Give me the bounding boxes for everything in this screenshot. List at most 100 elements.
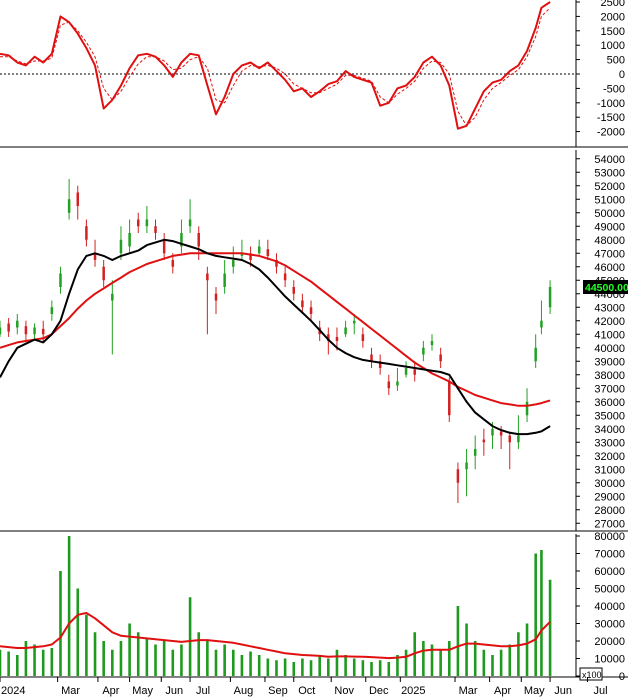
candle-body [283, 273, 287, 281]
y-tick-label: 39000 [594, 356, 625, 368]
y-tick-label: 27000 [594, 518, 625, 530]
y-tick-label: 30000 [594, 619, 625, 631]
y-tick-label: 47000 [594, 248, 625, 260]
y-tick-label: 46000 [594, 262, 625, 274]
candle-body [439, 354, 442, 362]
y-tick-label: 36000 [594, 397, 625, 409]
x-tick-label: Jun [165, 685, 183, 697]
y-tick-label: -2000 [597, 127, 625, 139]
y-tick-label: 40000 [594, 343, 625, 355]
x-tick-label: Mar [61, 685, 80, 697]
volume-bar [223, 644, 226, 676]
volume-bar [76, 588, 80, 676]
volume-bar [517, 632, 520, 676]
volume-bar [378, 660, 382, 676]
y-tick-label: 0 [619, 671, 625, 683]
y-tick-label: 43000 [594, 302, 625, 314]
volume-bar [85, 614, 88, 676]
volume-bar [283, 658, 287, 676]
y-tick-label: -1500 [597, 112, 625, 124]
volume-bar [499, 649, 503, 676]
candle-body [534, 347, 537, 362]
volume-bar [292, 662, 296, 676]
candle-body [430, 341, 434, 346]
candle-body [361, 334, 365, 341]
y-tick-label: 38000 [594, 370, 625, 382]
volume-bar [7, 651, 10, 676]
volume-bar [67, 536, 71, 676]
y-tick-label: 50000 [594, 208, 625, 220]
y-tick-label: 35000 [594, 410, 625, 422]
candle-body [67, 199, 71, 213]
candle-body [396, 381, 399, 386]
candle-body [508, 435, 512, 443]
y-tick-label: 80000 [594, 531, 625, 543]
volume-bar [24, 641, 28, 676]
candle-body [197, 233, 200, 247]
volume-bar [456, 606, 460, 676]
volume-scale-label: x100 [582, 670, 602, 680]
candle-body [162, 239, 166, 254]
x-tick-label: Apr [494, 685, 511, 697]
y-tick-label: 1500 [601, 26, 625, 38]
candle-body [517, 435, 520, 443]
y-tick-label: 1000 [601, 40, 625, 52]
candle-body [344, 327, 347, 335]
x-tick-label: Sep [268, 685, 288, 697]
candle-body [465, 462, 468, 470]
candle-body [50, 307, 54, 314]
volume-bar [309, 660, 313, 676]
volume-bar [344, 655, 347, 676]
volume-bar [508, 644, 512, 676]
y-tick-label: 54000 [594, 154, 625, 166]
y-tick-label: 0 [619, 69, 625, 81]
volume-bar [188, 597, 192, 676]
candle-body [24, 326, 28, 335]
x-tick-label: 2025 [401, 685, 425, 697]
y-tick-label: 500 [607, 55, 625, 67]
volume-bar [361, 660, 365, 676]
volume-bar [534, 553, 537, 676]
volume-panel: 80000 70000 60000 50000 40000 30000 20000 10000… [0, 531, 628, 683]
candle-body [41, 328, 45, 335]
volume-bar [352, 658, 356, 676]
volume-bar [102, 641, 105, 676]
candle-body [525, 401, 529, 416]
volume-bar [430, 644, 434, 676]
candle-body [473, 449, 477, 456]
volume-bar [231, 649, 235, 676]
candle-body [275, 260, 278, 267]
candle-body [33, 327, 36, 335]
volume-bar [404, 649, 408, 676]
x-tick-label: Jul [593, 685, 607, 697]
candle-body [119, 239, 123, 254]
y-tick-label: 32000 [594, 451, 625, 463]
candle-body [378, 361, 382, 368]
candle-body [145, 219, 149, 227]
volume-bar [422, 641, 425, 676]
y-tick-label: 52000 [594, 181, 625, 193]
y-tick-label: 34000 [594, 424, 625, 436]
candle-body [7, 323, 10, 332]
candle-body [59, 273, 62, 287]
y-tick-label: 2000 [601, 11, 625, 23]
candle-body [249, 253, 252, 260]
y-tick-label: -500 [603, 83, 625, 95]
x-tick-label: Nov [334, 685, 354, 697]
volume-bar [482, 649, 486, 676]
oscillator-line [0, 1, 551, 130]
y-tick-label: 50000 [594, 584, 625, 596]
y-tick-label: 10000 [594, 654, 625, 666]
volume-bar [240, 655, 244, 676]
volume-bar [370, 662, 373, 676]
volume-bar [387, 662, 391, 676]
volume-bar [41, 649, 45, 676]
volume-bar [266, 658, 270, 676]
last-price-badge [583, 280, 628, 294]
volume-bar [33, 644, 36, 676]
y-tick-label: 40000 [594, 601, 625, 613]
volume-bar [145, 637, 149, 676]
volume-bar [93, 632, 97, 676]
x-tick-label: Apr [102, 685, 119, 697]
